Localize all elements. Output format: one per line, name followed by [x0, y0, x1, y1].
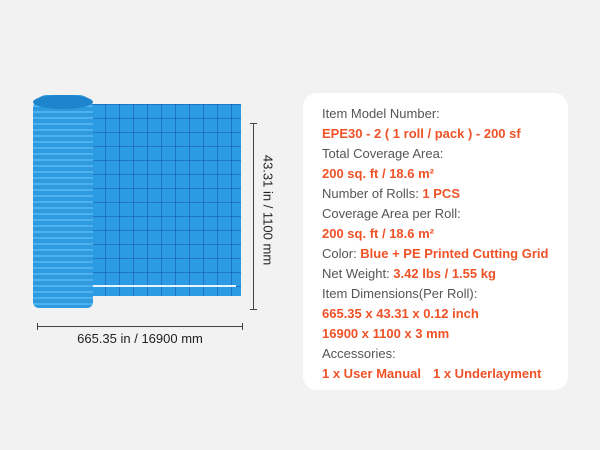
weight-row: Net Weight: 3.42 lbs / 1.55 kg: [322, 264, 548, 284]
underlayment-roll-image: [33, 95, 243, 310]
length-dimension-label: 665.35 in / 16900 mm: [77, 331, 203, 346]
coverage-value: 200 sq. ft / 18.6 m²: [322, 166, 434, 181]
roll-cylinder: [33, 95, 93, 308]
per-roll-label: Coverage Area per Roll:: [322, 206, 461, 221]
rolls-label: Number of Rolls:: [322, 186, 423, 201]
roll-end: [33, 95, 93, 109]
model-label: Item Model Number:: [322, 106, 440, 121]
accessory-manual: 1 x User Manual: [322, 366, 421, 381]
sheet-edge: [91, 285, 236, 287]
unrolled-sheet: [91, 104, 241, 296]
rolls-value: 1 PCS: [422, 186, 460, 201]
accessory-underlayment: 1 x Underlayment: [433, 366, 542, 381]
dims-inch: 665.35 x 43.31 x 0.12 inch: [322, 306, 479, 321]
weight-value: 3.42 lbs / 1.55 kg: [393, 266, 496, 281]
length-dimension-line: [37, 323, 243, 330]
spec-list: Item Model Number: EPE30 - 2 ( 1 roll / …: [322, 104, 548, 384]
spec-card: Item Model Number: EPE30 - 2 ( 1 roll / …: [303, 93, 568, 390]
dims-label: Item Dimensions(Per Roll):: [322, 286, 478, 301]
color-row: Color: Blue + PE Printed Cutting Grid: [322, 244, 548, 264]
per-roll-value: 200 sq. ft / 18.6 m²: [322, 226, 434, 241]
dims-mm: 16900 x 1100 x 3 mm: [322, 326, 450, 341]
weight-label: Net Weight:: [322, 266, 394, 281]
height-dimension-label: 43.31 in / 1100 mm: [260, 154, 276, 266]
accessories-label: Accessories:: [322, 346, 396, 361]
model-value: EPE30 - 2 ( 1 roll / pack ) - 200 sf: [322, 126, 521, 141]
accessories-row: 1 x User Manual 1 x Underlayment: [322, 364, 548, 384]
color-value: Blue + PE Printed Cutting Grid: [360, 246, 549, 261]
color-label: Color:: [322, 246, 361, 261]
height-dimension-line: [250, 123, 257, 310]
coverage-label: Total Coverage Area:: [322, 146, 444, 161]
rolls-row: Number of Rolls: 1 PCS: [322, 184, 548, 204]
